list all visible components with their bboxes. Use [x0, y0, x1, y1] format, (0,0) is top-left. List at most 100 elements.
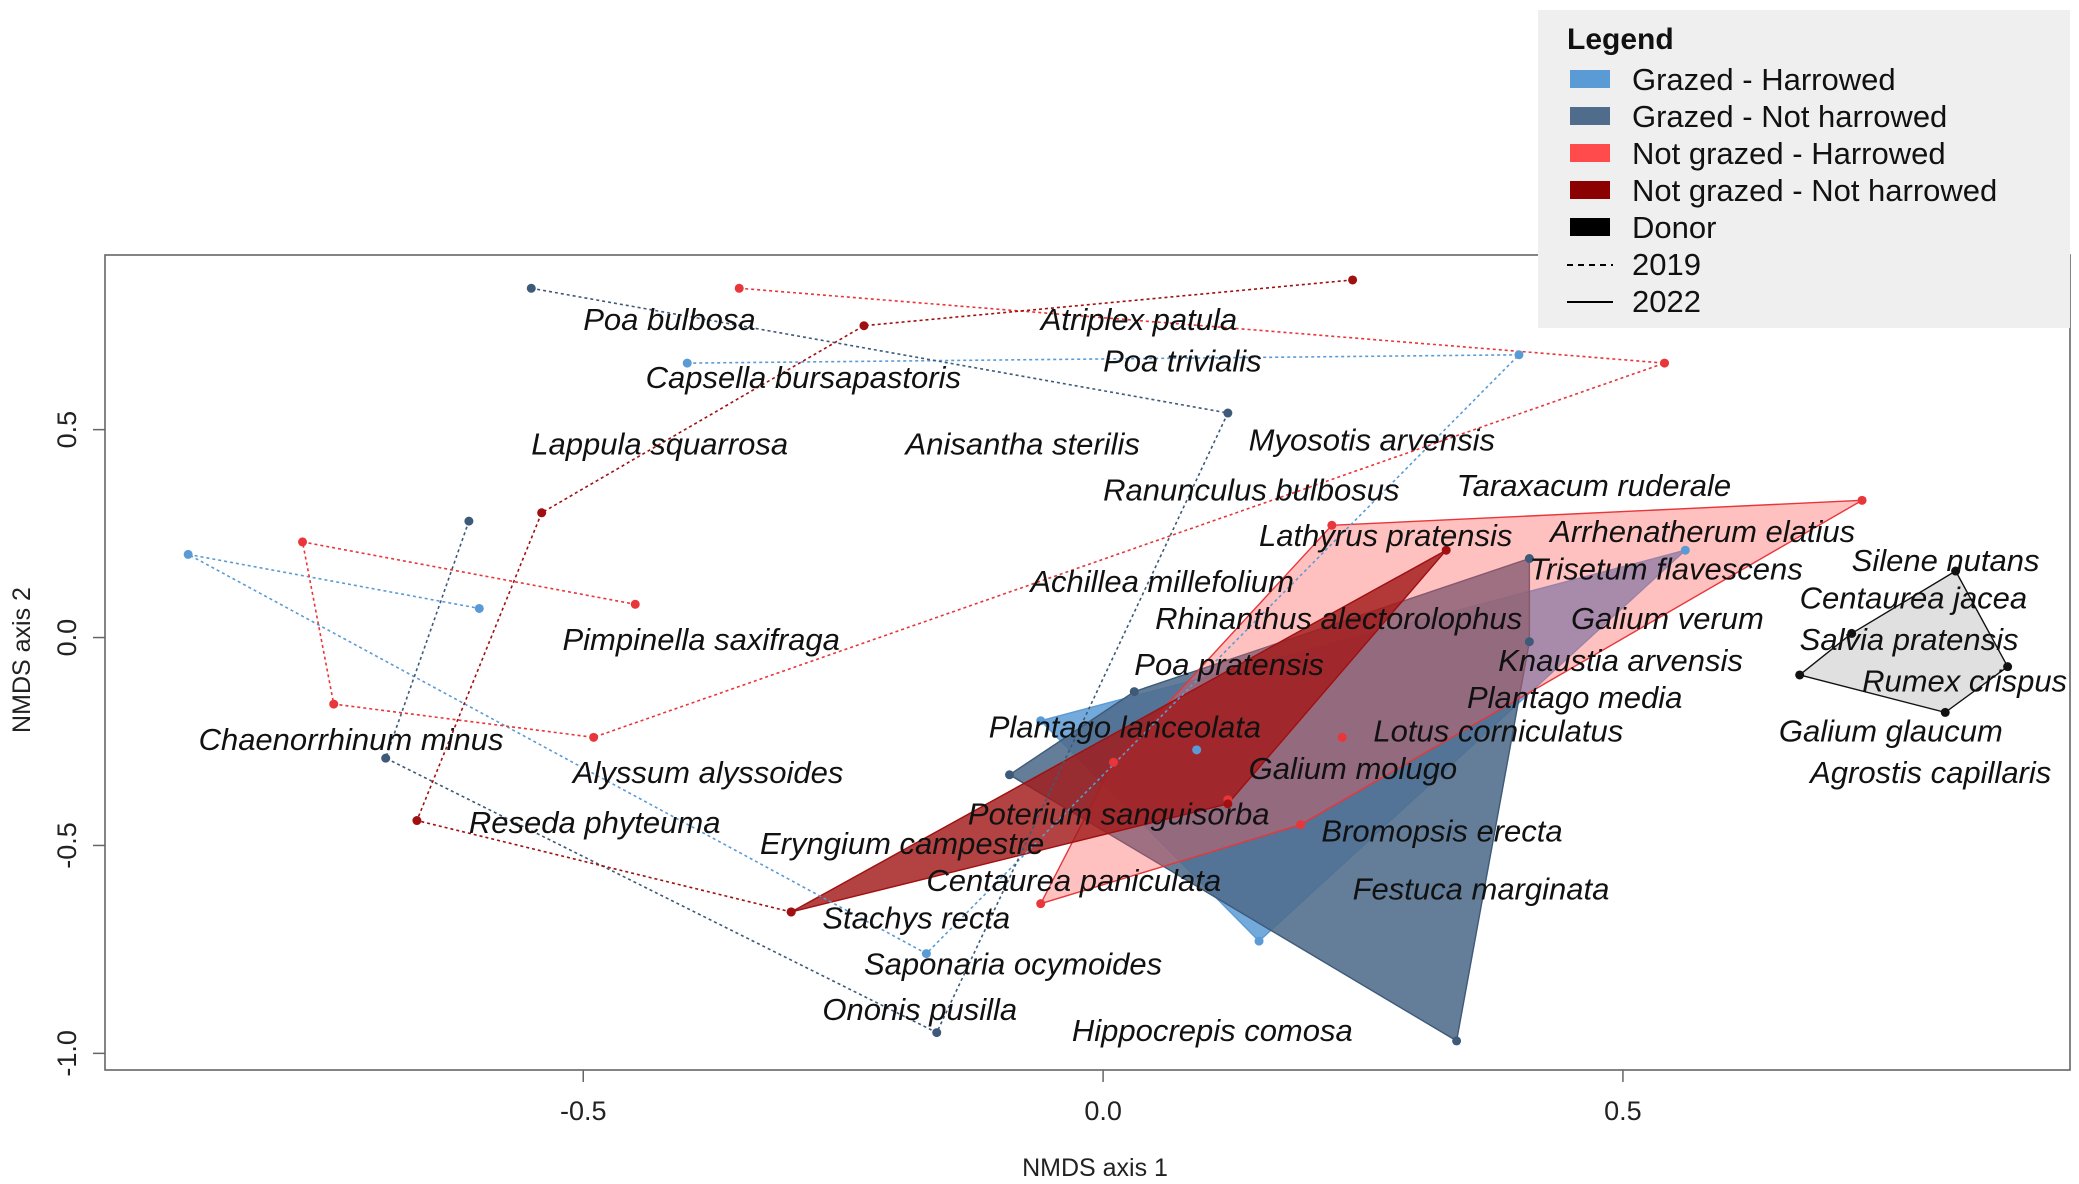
species-label: Rhinanthus alectorolophus — [1155, 601, 1522, 636]
not-grazed-harrowed-2019-point — [630, 599, 640, 609]
grazed-harrowed-2019-point — [1514, 350, 1524, 360]
legend-swatch — [1570, 70, 1610, 88]
species-label: Lotus corniculatus — [1373, 714, 1623, 749]
legend-swatch — [1570, 218, 1610, 236]
species-label: Saponaria ocymoides — [864, 946, 1162, 981]
species-label: Plantago media — [1467, 680, 1682, 715]
y-tick-label: -1.0 — [52, 1030, 82, 1077]
species-label: Galium glaucum — [1779, 714, 2003, 749]
species-label: Achillea millefolium — [1028, 564, 1294, 599]
hull-layer — [790, 499, 2009, 1043]
x-tick-label: -0.5 — [560, 1096, 607, 1126]
species-label: Salvia pratensis — [1800, 622, 2019, 657]
not-grazed-not-harrowed-2019-point — [1348, 275, 1358, 285]
y-axis-label: NMDS axis 2 — [8, 587, 36, 733]
grazed-harrowed-2022-point — [1036, 716, 1046, 726]
not-grazed-harrowed-2019-point — [1660, 358, 1670, 368]
species-label: Atriplex patula — [1039, 302, 1237, 337]
species-label: Poa pratensis — [1134, 647, 1324, 682]
legend-entry-label: Donor — [1632, 210, 1716, 245]
y-tick-label: 0.5 — [52, 411, 82, 449]
species-label: Ranunculus bulbosus — [1103, 472, 1399, 507]
not-grazed-not-harrowed-2022-point — [786, 907, 796, 917]
species-label: Plantago lanceolata — [989, 709, 1261, 744]
species-label: Alyssum alyssoides — [571, 755, 843, 790]
species-label: Chaenorrhinum minus — [199, 722, 504, 757]
legend-swatch — [1570, 107, 1610, 125]
species-label: Galium molugo — [1249, 751, 1457, 786]
species-label: Myosotis arvensis — [1249, 422, 1495, 457]
x-axis-label: NMDS axis 1 — [1022, 1154, 1168, 1182]
species-label: Taraxacum ruderale — [1457, 468, 1732, 503]
species-label: Arrhenatherum elatius — [1548, 514, 1855, 549]
grazed-not-harrowed-2019-point — [932, 1028, 942, 1038]
species-label: Festuca marginata — [1353, 872, 1610, 907]
not-grazed-harrowed-2019-point — [329, 699, 339, 709]
plot-frame — [104, 254, 2071, 1071]
species-label: Hippocrepis comosa — [1072, 1013, 1353, 1048]
not-grazed-not-harrowed-2019-point — [859, 321, 869, 331]
legend-entry-label: Grazed - Harrowed — [1632, 62, 1896, 97]
grazed-not-harrowed-2019-point — [381, 753, 391, 763]
not-grazed-not-harrowed-2019-point — [537, 508, 547, 518]
y-tick-label: 0.0 — [52, 619, 82, 657]
donor-point — [2003, 662, 2013, 672]
legend-entry-label: 2019 — [1632, 247, 1701, 282]
species-label: Anisantha sterilis — [904, 427, 1140, 462]
grazed-harrowed-2019-point — [921, 949, 931, 959]
legend-background — [1538, 10, 2070, 328]
grazed-not-harrowed-2019-trajectory — [384, 287, 1230, 1034]
species-label: Galium verum — [1571, 601, 1764, 636]
not-grazed-harrowed-2022-point — [1036, 899, 1046, 909]
legend-title: Legend — [1567, 23, 1674, 56]
donor-hull — [1798, 570, 2009, 714]
not-grazed-harrowed-2019-point — [734, 283, 744, 293]
grazed-not-harrowed-2019-point — [464, 516, 474, 526]
grazed-harrowed-2022-point — [1254, 936, 1264, 946]
x-tick-label: 0.5 — [1604, 1096, 1642, 1126]
species-label: Knaustia arvensis — [1498, 643, 1743, 678]
grazed-not-harrowed-2022-point — [1005, 770, 1015, 780]
legend-entry-label: Not grazed - Not harrowed — [1632, 173, 1997, 208]
not-grazed-harrowed-2019-point — [589, 732, 599, 742]
grazed-harrowed-2019-point — [474, 603, 484, 613]
grazed-not-harrowed-2022-point — [1452, 1036, 1462, 1046]
donor-point — [1940, 707, 1950, 717]
not-grazed-harrowed-2022-point — [1857, 495, 1867, 505]
legend-entry-label: 2022 — [1632, 284, 1701, 319]
axes-layer: -0.5 0.0 0.5 -1.0 -0.5 0.0 0.5 — [52, 411, 1642, 1126]
species-label: Pimpinella saxifraga — [562, 622, 839, 657]
not-grazed-not-harrowed-2022-point — [1441, 545, 1451, 555]
donor-point — [1847, 628, 1857, 638]
species-label: Trisetum flavescens — [1529, 551, 1802, 586]
legend-entry-label: Not grazed - Harrowed — [1632, 136, 1946, 171]
species-label: Stachys recta — [822, 901, 1010, 936]
not-grazed-harrowed-2019-point — [298, 537, 308, 547]
species-label: Poterium sanguisorba — [968, 797, 1270, 832]
species-label: Rumex crispus — [1862, 664, 2067, 699]
legend-swatch — [1570, 144, 1610, 162]
legend-swatch — [1570, 181, 1610, 199]
species-label: Lappula squarrosa — [531, 427, 788, 462]
y-tick-label: -0.5 — [52, 822, 82, 869]
x-tick-label: 0.0 — [1084, 1096, 1122, 1126]
grazed-not-harrowed-2019-point — [1223, 408, 1233, 418]
grazed-harrowed-2022-point — [1680, 545, 1690, 555]
grazed-not-harrowed-2022-point — [1524, 637, 1534, 647]
grazed-harrowed-2019-point — [183, 549, 193, 559]
species-label: Capsella bursapastoris — [646, 360, 961, 395]
grazed-not-harrowed-2022-point — [1524, 554, 1534, 564]
not-grazed-harrowed-2019-trajectory — [301, 287, 1665, 739]
grazed-harrowed-2019-point — [682, 358, 692, 368]
grazed-not-harrowed-2019-point — [526, 283, 536, 293]
legend-entry-label: Grazed - Not harrowed — [1632, 99, 1947, 134]
species-label: Poa trivialis — [1103, 343, 1262, 378]
donor-point — [1795, 670, 1805, 680]
species-label: Reseda phyteuma — [469, 805, 721, 840]
species-label: Ononis pusilla — [822, 992, 1017, 1027]
species-label-layer: Poa bulbosa Atriplex patula Poa trivialis C… — [199, 302, 2067, 1048]
not-grazed-harrowed-2022-point — [1108, 757, 1118, 767]
not-grazed-harrowed-2022-point — [1296, 820, 1306, 830]
